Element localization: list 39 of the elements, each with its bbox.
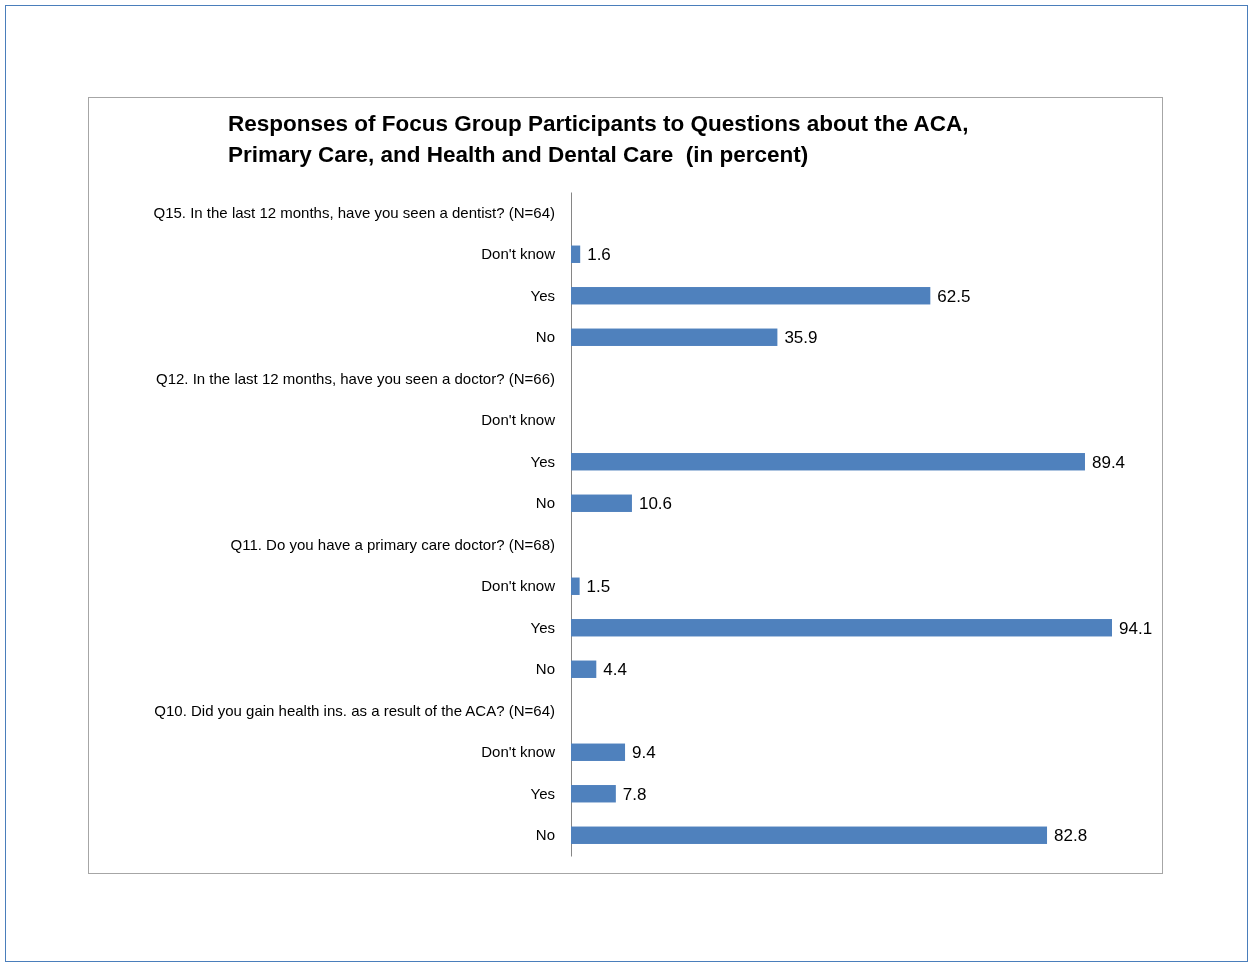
y-tick-label: Yes [530, 784, 555, 802]
y-tick-label: Q12. In the last 12 months, have you seen a doctor? (N=66) [156, 369, 555, 387]
y-tick-label: Q11. Do you have a primary care doctor? (N=68) [230, 535, 555, 553]
data-label: 7.8 [622, 784, 647, 804]
bar [571, 577, 580, 595]
y-tick-label: No [535, 660, 555, 678]
bar [571, 743, 626, 761]
y-tick-label: No [535, 494, 555, 512]
y-tick-label: Don't know [481, 245, 556, 263]
bar [571, 826, 1048, 844]
y-tick-label: Don't know [481, 743, 556, 761]
data-label: 1.5 [586, 577, 611, 597]
y-tick-label: Yes [530, 452, 555, 470]
data-label: 35.9 [784, 328, 818, 348]
y-tick-label: Yes [530, 286, 555, 304]
y-tick-label: Yes [530, 618, 555, 636]
bar [571, 245, 581, 263]
y-tick-label: Q15. In the last 12 months, have you seen a dentist? (N=64) [153, 203, 555, 221]
bar [571, 785, 616, 803]
data-label: 82.8 [1054, 826, 1088, 846]
bar [571, 619, 1112, 637]
bar [571, 453, 1085, 471]
y-tick-label: Don't know [481, 577, 556, 595]
data-label: 4.4 [603, 660, 627, 680]
y-tick-label: No [535, 826, 555, 844]
data-label: 1.6 [587, 245, 611, 265]
y-tick-label: Don't know [481, 411, 556, 429]
bar [571, 287, 931, 305]
data-label: 94.1 [1119, 618, 1153, 638]
bar [571, 660, 597, 678]
y-tick-label: Q10. Did you gain health ins. as a result of the ACA? (N=64) [154, 701, 555, 719]
bar [571, 494, 632, 512]
data-label: 89.4 [1091, 452, 1126, 472]
data-label: 10.6 [638, 494, 673, 514]
data-label: 62.5 [937, 286, 971, 306]
y-tick-label: No [535, 328, 555, 346]
data-label: 9.4 [632, 743, 656, 763]
chart-title: Responses of Focus Group Participants to Questions about the ACA, Primary Care, and Health and Dental Care (in percent) [228, 110, 970, 169]
bar [571, 328, 778, 346]
